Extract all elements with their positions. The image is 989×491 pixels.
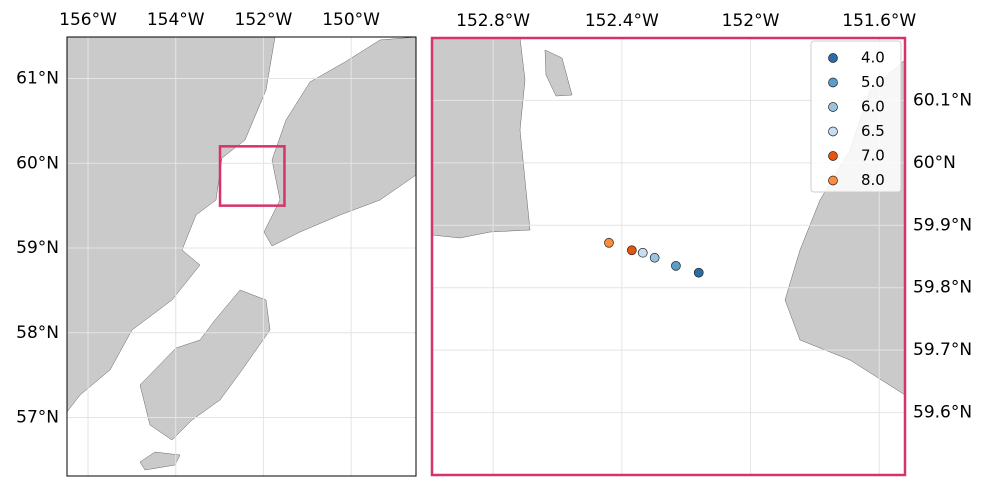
mainland — [67, 37, 276, 413]
data-point — [649, 252, 660, 263]
legend-marker — [828, 151, 838, 161]
plot-layer: 156°W 154°W 152°W 150°W 57°N 58°N 59°N 60°N 61°N… — [16, 10, 972, 477]
data-point — [637, 247, 648, 258]
kodiak-island — [139, 289, 271, 441]
x-tick-label: 150°W — [322, 10, 380, 30]
legend-label: 8.0 — [861, 171, 885, 189]
y-tick-label: 60°N — [16, 153, 59, 173]
y-tick-label: 59.6°N — [913, 403, 972, 423]
x-tick-label: 152.8°W — [456, 11, 530, 31]
legend-marker — [828, 53, 838, 63]
x-tick-label: 154°W — [147, 10, 205, 30]
x-tick-label: 152.4°W — [585, 11, 659, 31]
legend-marker — [828, 126, 838, 137]
y-tick-label: 59.8°N — [913, 278, 972, 298]
data-point — [693, 267, 704, 278]
inset-extent — [218, 145, 286, 207]
legend-box — [810, 40, 902, 193]
x-tick-label: 152°W — [722, 11, 780, 31]
legend-marker — [828, 175, 838, 186]
data-point — [671, 261, 681, 271]
west-shore — [432, 38, 531, 239]
data-point — [626, 245, 637, 256]
y-tick-label: 59°N — [16, 238, 59, 258]
y-tick-label: 58°N — [16, 323, 59, 343]
y-tick-label: 57°N — [16, 408, 59, 428]
land-left — [67, 37, 416, 471]
x-tick-label: 156°W — [59, 10, 117, 30]
y-tick-label: 61°N — [16, 69, 59, 89]
panel-frame — [66, 36, 417, 477]
legend-label: 7.0 — [861, 147, 885, 165]
x-tick-label: 152°W — [235, 10, 293, 30]
island — [139, 451, 181, 471]
y-tick-label: 59.9°N — [913, 215, 972, 235]
y-tick-label: 59.7°N — [913, 340, 972, 360]
x-tick-label: 151.6°W — [842, 11, 916, 31]
legend-label: 5.0 — [861, 73, 885, 91]
data-point — [604, 237, 614, 248]
legend-label: 6.0 — [861, 98, 885, 116]
legend-label: 4.0 — [861, 49, 885, 67]
y-tick-label: 60°N — [913, 153, 956, 173]
legend-label: 6.5 — [861, 122, 885, 140]
panel-frame — [430, 36, 907, 477]
legend-marker — [828, 77, 838, 88]
legend-marker — [828, 102, 838, 112]
y-tick-label: 60.1°N — [913, 90, 972, 110]
kenai-peninsula — [263, 37, 416, 247]
island — [544, 49, 573, 97]
